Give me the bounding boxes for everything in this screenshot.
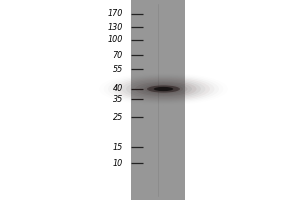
- Text: 55: 55: [113, 64, 123, 73]
- Text: 10: 10: [113, 158, 123, 168]
- Text: 70: 70: [113, 50, 123, 60]
- Ellipse shape: [144, 84, 183, 94]
- Ellipse shape: [140, 83, 188, 95]
- Bar: [130, 0, 184, 200]
- Text: 35: 35: [113, 95, 123, 104]
- Ellipse shape: [147, 85, 180, 93]
- Text: 100: 100: [108, 36, 123, 45]
- Text: 130: 130: [108, 22, 123, 31]
- Text: 170: 170: [108, 9, 123, 19]
- Ellipse shape: [148, 85, 178, 93]
- Text: 25: 25: [113, 112, 123, 121]
- Ellipse shape: [130, 81, 196, 97]
- Text: 40: 40: [113, 84, 123, 93]
- Ellipse shape: [135, 82, 192, 96]
- Ellipse shape: [154, 87, 173, 91]
- Text: 15: 15: [113, 142, 123, 152]
